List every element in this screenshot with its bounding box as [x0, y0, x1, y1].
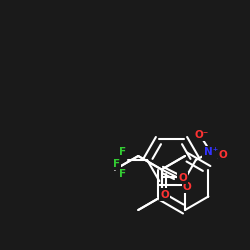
Text: F: F [119, 147, 126, 157]
Text: O: O [160, 190, 169, 200]
Text: O⁻: O⁻ [194, 130, 208, 140]
Text: O: O [182, 182, 192, 192]
Text: O: O [178, 172, 187, 182]
Text: N⁺: N⁺ [204, 147, 218, 157]
Text: F: F [119, 169, 126, 179]
Text: O: O [219, 150, 228, 160]
Text: F: F [113, 159, 120, 169]
